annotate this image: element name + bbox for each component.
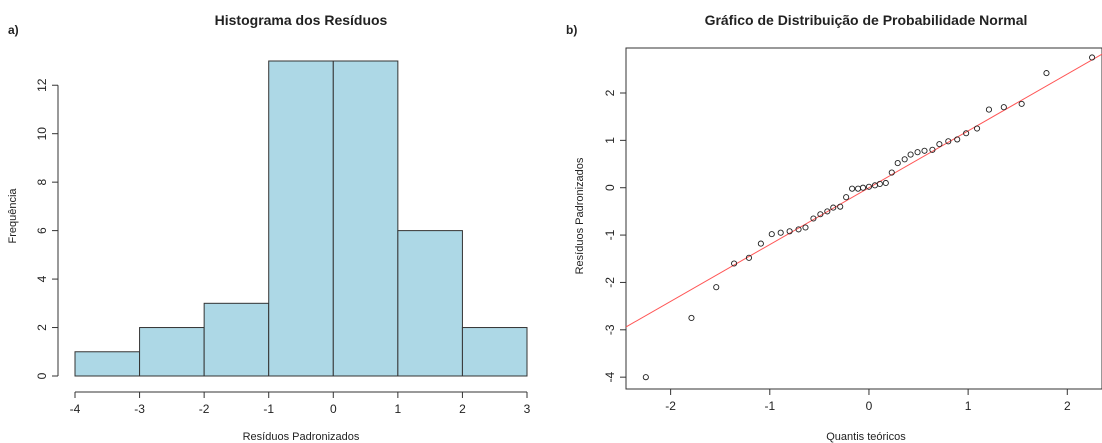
- histogram-bar: [74, 351, 141, 377]
- qq-y-tick-label: -3: [603, 324, 617, 335]
- qq-y-axis: -4 -3 -2 -1 0 1 2: [603, 89, 626, 382]
- qq-point: [1089, 54, 1096, 61]
- histogram-y-tick-label: 12: [35, 78, 49, 92]
- qq-point: [810, 215, 817, 222]
- qq-x-tick-label: -2: [665, 399, 676, 413]
- qq-plot-title: Gráfico de Distribuição de Probabilidade…: [705, 12, 1028, 28]
- qq-point: [824, 208, 831, 215]
- histogram-x-tick-label: -3: [134, 402, 145, 416]
- qq-y-tick-label: 2: [603, 89, 617, 96]
- qq-y-axis-label: Resíduos Padronizados: [574, 157, 586, 274]
- qq-point: [731, 260, 738, 267]
- histogram-y-tick-label: 0: [35, 372, 49, 379]
- qq-point: [914, 149, 921, 156]
- histogram-bar: [139, 327, 205, 377]
- qq-point: [777, 229, 784, 236]
- qq-point: [963, 130, 970, 137]
- histogram-x-tick-label: -2: [199, 402, 210, 416]
- qq-x-axis-label: Quantis teóricos: [826, 431, 906, 443]
- qq-point: [882, 179, 889, 187]
- qq-point: [1018, 100, 1025, 107]
- qq-point: [1043, 70, 1050, 77]
- qq-point: [974, 125, 981, 132]
- histogram-bars: [74, 60, 528, 377]
- panel-label-a: a): [8, 23, 19, 37]
- qq-point: [876, 180, 883, 187]
- histogram-panel: a) Histograma dos Resíduos -4 -3 -2 -1 0 1 2 3 …: [7, 12, 531, 443]
- qq-point: [865, 183, 873, 190]
- qq-point: [745, 254, 753, 261]
- qq-point: [945, 138, 952, 145]
- qq-point: [802, 224, 809, 231]
- histogram-y-axis-label: Frequência: [7, 188, 19, 244]
- qq-plot-frame: [625, 47, 1102, 390]
- qq-plot-area: [625, 53, 1102, 381]
- qq-y-tick-label: 1: [603, 137, 617, 144]
- qq-point: [843, 194, 850, 201]
- histogram-y-axis: 0 2 4 6 8 10 12: [35, 78, 59, 379]
- qq-point: [859, 184, 867, 191]
- qq-point: [713, 284, 720, 291]
- qq-y-tick-label: -4: [603, 371, 617, 382]
- qq-point: [795, 226, 802, 233]
- qq-points: [642, 54, 1096, 381]
- qq-point: [768, 231, 775, 238]
- histogram-x-axis: -4 -3 -2 -1 0 1 2 3: [70, 391, 531, 416]
- qq-point: [855, 185, 862, 192]
- qq-point: [894, 160, 901, 167]
- histogram-bar: [461, 327, 528, 377]
- panel-label-b: b): [566, 23, 577, 37]
- qq-x-tick-label: -1: [764, 399, 775, 413]
- histogram-x-tick-label: 3: [524, 402, 531, 416]
- qq-point: [985, 106, 993, 113]
- histogram-x-tick-label: -4: [70, 402, 81, 416]
- histogram-bar: [332, 60, 399, 377]
- qq-point: [830, 204, 837, 211]
- qq-x-axis: -2 -1 0 1 2: [665, 389, 1071, 413]
- qq-point: [888, 169, 895, 176]
- histogram-y-tick-label: 6: [35, 227, 49, 234]
- qq-point: [921, 147, 928, 154]
- histogram-y-tick-label: 2: [35, 324, 49, 331]
- histogram-bar: [397, 230, 463, 377]
- histogram-y-tick-label: 4: [35, 275, 49, 282]
- histogram-x-tick-label: 2: [459, 402, 466, 416]
- qq-y-tick-label: 0: [603, 184, 617, 191]
- qq-point: [786, 228, 793, 235]
- histogram-bar: [203, 302, 270, 377]
- histogram-y-tick-label: 10: [35, 127, 49, 141]
- qq-point: [757, 240, 764, 247]
- histogram-x-tick-label: 1: [395, 402, 402, 416]
- histogram-bar: [268, 60, 334, 377]
- histogram-y-tick-label: 8: [35, 178, 49, 185]
- qq-point: [1000, 104, 1007, 111]
- qq-point: [936, 141, 943, 148]
- qq-point: [817, 211, 824, 218]
- histogram-x-tick-label: 0: [330, 402, 337, 416]
- histogram-x-tick-label: -1: [263, 402, 274, 416]
- qq-point: [954, 136, 961, 143]
- qq-y-tick-label: -2: [603, 277, 617, 288]
- qq-point: [929, 146, 936, 153]
- qq-x-tick-label: 2: [1064, 399, 1071, 413]
- qq-x-tick-label: 1: [965, 399, 972, 413]
- qq-point: [688, 314, 695, 322]
- qq-plot-panel: b) Gráfico de Distribuição de Probabilid…: [566, 12, 1102, 443]
- qq-point: [849, 185, 856, 192]
- histogram-x-axis-label: Resíduos Padronizados: [243, 431, 360, 443]
- qq-point: [642, 374, 649, 381]
- qq-point: [901, 156, 908, 163]
- qq-point: [837, 203, 844, 210]
- qq-y-tick-label: -1: [603, 229, 617, 240]
- qq-point: [907, 151, 914, 158]
- qq-x-tick-label: 0: [866, 399, 873, 413]
- histogram-title: Histograma dos Resíduos: [215, 12, 388, 28]
